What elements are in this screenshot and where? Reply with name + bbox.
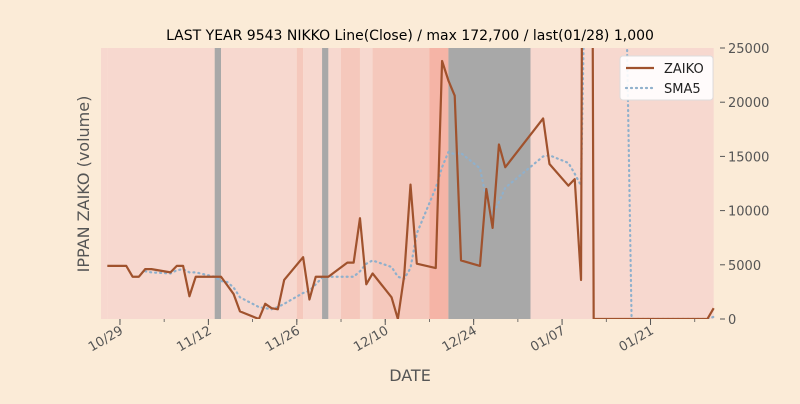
y-axis-label: IPPAN ZAIKO (volume)	[74, 96, 93, 273]
y-tick-label-2: 10000	[728, 205, 769, 220]
y-tick-label-4: 20000	[728, 96, 769, 111]
x-tick-label-3: 12/10	[351, 323, 391, 355]
y-tick-label-3: 15000	[728, 150, 769, 165]
x-tick-label-4: 12/24	[440, 323, 480, 355]
background-band-12	[448, 48, 531, 319]
x-tick-label-6: 01/21	[617, 323, 657, 355]
background-band-8	[341, 48, 360, 319]
legend-label-sma5: SMA5	[664, 82, 701, 97]
x-tick-label-5: 01/07	[528, 323, 568, 355]
background-band-6	[322, 48, 329, 319]
background-band-5	[303, 48, 323, 319]
background-band-4	[296, 48, 304, 319]
series-lines	[107, 48, 715, 319]
background-band-7	[328, 48, 342, 319]
background-band-0	[101, 48, 108, 319]
x-tick-label-0: 10/29	[86, 323, 126, 355]
series-line-zaiko	[107, 48, 715, 319]
legend: ZAIKO SMA5	[619, 55, 714, 101]
x-tick-label-1: 11/12	[174, 323, 214, 355]
background-band-3	[221, 48, 297, 319]
y-tick-label-1: 5000	[728, 259, 761, 274]
series-line-sma5	[144, 48, 715, 319]
y-tick-label-0: 0	[728, 313, 736, 328]
chart-title: LAST YEAR 9543 NIKKO Line(Close) / max 1…	[166, 28, 654, 44]
background-band-1	[107, 48, 215, 319]
y-tick-label-5: 25000	[728, 42, 769, 57]
background-band-2	[214, 48, 222, 319]
x-axis-label: DATE	[389, 366, 431, 385]
legend-label-zaiko: ZAIKO	[664, 62, 704, 77]
y-axis: 0 5000 10000 15000 20000 25000	[720, 42, 769, 328]
background-band-10	[372, 48, 430, 319]
x-tick-label-2: 11/26	[263, 323, 303, 355]
x-axis: 10/29 11/12 11/26 12/10 12/24 01/07 01/21	[86, 319, 696, 355]
